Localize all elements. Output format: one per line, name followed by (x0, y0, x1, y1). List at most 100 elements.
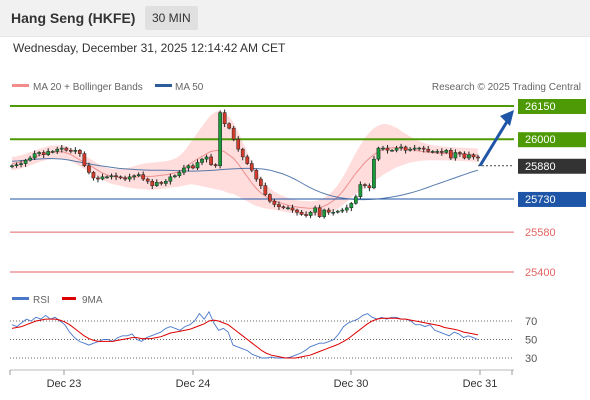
candle-body (46, 151, 51, 155)
candle-body (449, 150, 453, 159)
candle-body (96, 177, 100, 180)
candle-body (372, 158, 376, 189)
bollinger-legend-swatch (12, 84, 29, 87)
candle-body (231, 127, 236, 140)
interval-selector[interactable]: 30 MIN (145, 6, 198, 30)
candle-body (390, 150, 394, 152)
target-arrow-shaft (478, 119, 510, 167)
rsi-ma-legend-label: 9MA (82, 295, 103, 306)
candlesticks (10, 109, 480, 219)
level-tag-bg-26000 (518, 132, 586, 148)
candle-body (154, 182, 159, 186)
candle-body (91, 172, 96, 179)
candle-body (78, 150, 82, 154)
candle-body (32, 153, 37, 159)
candle-body (268, 194, 272, 202)
candle-body (263, 185, 268, 195)
candle-body (344, 207, 349, 211)
candle-body (426, 148, 431, 152)
candle-body (394, 147, 399, 151)
candle-body (367, 185, 372, 189)
candle-body (191, 165, 195, 169)
rsi-tick-30: 30 (525, 353, 537, 365)
candle-body (222, 112, 227, 124)
rsi-ma-legend-swatch (62, 297, 76, 300)
candle-body (37, 152, 41, 154)
candle-body (55, 148, 60, 152)
x-tick-label: Dec 24 (176, 378, 211, 390)
target-arrow (478, 110, 514, 167)
candle-body (114, 175, 118, 178)
candle-body (177, 172, 182, 176)
candle-body (41, 152, 46, 155)
candle-body (195, 162, 200, 169)
candle-body (23, 159, 28, 164)
candle-body (150, 181, 155, 186)
candle-body (476, 156, 480, 159)
candle-body (254, 169, 259, 180)
price-tags: 26150 26000 25880 25730 25580 25400 (518, 99, 586, 279)
candle-body (471, 154, 476, 158)
candle-body (363, 184, 367, 186)
x-tick-label: Dec 31 (463, 378, 498, 390)
candle-body (399, 146, 403, 149)
candle-body (145, 178, 150, 182)
candle-body (159, 182, 164, 184)
candle-body (168, 176, 173, 182)
candle-body (204, 156, 209, 160)
candle-body (173, 175, 177, 178)
candle-body (73, 150, 78, 152)
candle-body (417, 147, 422, 150)
candle-body (467, 154, 471, 159)
level-label-25580: 25580 (525, 227, 556, 239)
level-label-25730: 25730 (525, 194, 556, 206)
candle-body (299, 211, 304, 215)
candle-body (412, 147, 417, 150)
candle-body (335, 210, 340, 213)
candle-body (304, 214, 308, 216)
ma50-legend-swatch (155, 84, 172, 87)
candle-body (136, 174, 141, 176)
candle-body (227, 123, 232, 129)
level-tag-bg-25730 (518, 191, 586, 207)
candle-body (19, 163, 23, 165)
candle-body (218, 112, 222, 167)
target-arrow-head (500, 110, 514, 126)
candle-body (376, 147, 381, 160)
candle-body (290, 207, 295, 211)
candle-body (421, 147, 426, 150)
candle-body (14, 164, 19, 167)
candle-body (385, 147, 390, 151)
candle-body (272, 200, 277, 205)
candle-body (123, 177, 127, 180)
level-tag-bg-25880 (518, 158, 586, 174)
candle-body (340, 209, 345, 212)
rsi-ma-line (11, 317, 479, 359)
candle-body (277, 204, 281, 207)
candle-body (132, 175, 137, 178)
rsi-legend-label: RSI (33, 295, 50, 306)
candle-body (458, 152, 462, 154)
x-tick-label: Dec 23 (47, 378, 82, 390)
candle-body (240, 148, 245, 158)
x-tick-label: Dec 30 (334, 378, 369, 390)
ma50-legend-label: MA 50 (175, 82, 204, 93)
candle-body (281, 206, 286, 209)
level-label-25400: 25400 (525, 267, 556, 279)
candle-body (236, 138, 241, 150)
candle-body (326, 209, 331, 213)
candle-body (59, 147, 64, 150)
rsi-line (11, 310, 479, 359)
level-label-26150: 26150 (525, 101, 556, 113)
candle-body (408, 148, 412, 151)
rsi-panel: 70 50 30 (10, 310, 537, 365)
x-axis: Dec 23 Dec 24 Dec 30 Dec 31 (9, 370, 513, 390)
candle-body (141, 174, 146, 180)
copyright-label: Research © 2025 Trading Central (432, 82, 581, 93)
candle-body (209, 156, 213, 165)
candle-body (245, 156, 250, 164)
rsi-tick-50: 50 (525, 335, 537, 347)
candle-body (200, 158, 204, 163)
candle-body (295, 209, 299, 213)
bollinger-legend-label: MA 20 + Bollinger Bands (33, 82, 143, 93)
